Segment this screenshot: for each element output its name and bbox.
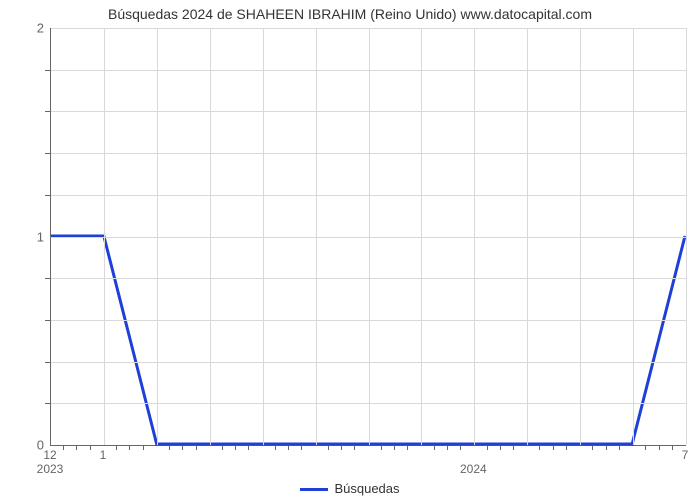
y-minor-tick — [45, 403, 50, 404]
gridline-horizontal — [51, 28, 686, 29]
x-year-label: 2024 — [460, 462, 487, 476]
x-minor-tick — [301, 446, 302, 450]
x-tick-label: 12 — [43, 448, 56, 462]
x-minor-tick — [566, 446, 567, 450]
x-minor-tick — [539, 446, 540, 450]
x-minor-tick — [116, 446, 117, 450]
x-minor-tick — [328, 446, 329, 450]
gridline-horizontal — [51, 362, 686, 363]
x-minor-tick — [606, 446, 607, 450]
chart-title: Búsquedas 2024 de SHAHEEN IBRAHIM (Reino… — [0, 6, 700, 22]
y-tick-label: 0 — [24, 438, 44, 453]
x-minor-tick — [182, 446, 183, 450]
x-minor-tick — [619, 446, 620, 450]
x-minor-tick — [288, 446, 289, 450]
gridline-horizontal — [51, 237, 686, 238]
x-tick-label: 7 — [682, 448, 689, 462]
y-minor-tick — [45, 70, 50, 71]
x-minor-tick — [672, 446, 673, 450]
gridline-horizontal — [51, 403, 686, 404]
y-minor-tick — [45, 362, 50, 363]
x-minor-tick — [222, 446, 223, 450]
y-minor-tick — [45, 195, 50, 196]
x-minor-tick — [394, 446, 395, 450]
y-minor-tick — [45, 111, 50, 112]
y-minor-tick — [45, 153, 50, 154]
x-minor-tick — [341, 446, 342, 450]
x-minor-tick — [553, 446, 554, 450]
x-minor-tick — [63, 446, 64, 450]
x-minor-tick — [659, 446, 660, 450]
y-tick-label: 1 — [24, 229, 44, 244]
x-minor-tick — [513, 446, 514, 450]
gridline-vertical — [686, 28, 687, 445]
y-minor-tick — [45, 278, 50, 279]
x-minor-tick — [76, 446, 77, 450]
legend: Búsquedas — [0, 481, 700, 496]
x-minor-tick — [235, 446, 236, 450]
gridline-horizontal — [51, 111, 686, 112]
x-tick-label: 1 — [100, 448, 107, 462]
gridline-horizontal — [51, 153, 686, 154]
x-minor-tick — [645, 446, 646, 450]
plot-area — [50, 28, 686, 446]
x-minor-tick — [248, 446, 249, 450]
x-minor-tick — [381, 446, 382, 450]
gridline-horizontal — [51, 320, 686, 321]
x-minor-tick — [275, 446, 276, 450]
y-minor-tick — [45, 320, 50, 321]
x-minor-tick — [129, 446, 130, 450]
x-minor-tick — [90, 446, 91, 450]
x-year-label: 2023 — [37, 462, 64, 476]
y-tick-label: 2 — [24, 21, 44, 36]
x-minor-tick — [169, 446, 170, 450]
x-minor-tick — [196, 446, 197, 450]
x-minor-tick — [354, 446, 355, 450]
x-minor-tick — [434, 446, 435, 450]
gridline-horizontal — [51, 278, 686, 279]
x-minor-tick — [143, 446, 144, 450]
legend-label: Búsquedas — [334, 481, 399, 496]
gridline-horizontal — [51, 195, 686, 196]
legend-line-swatch — [300, 488, 328, 491]
x-minor-tick — [500, 446, 501, 450]
x-minor-tick — [407, 446, 408, 450]
x-minor-tick — [487, 446, 488, 450]
x-minor-tick — [460, 446, 461, 450]
x-minor-tick — [447, 446, 448, 450]
gridline-horizontal — [51, 70, 686, 71]
x-minor-tick — [592, 446, 593, 450]
